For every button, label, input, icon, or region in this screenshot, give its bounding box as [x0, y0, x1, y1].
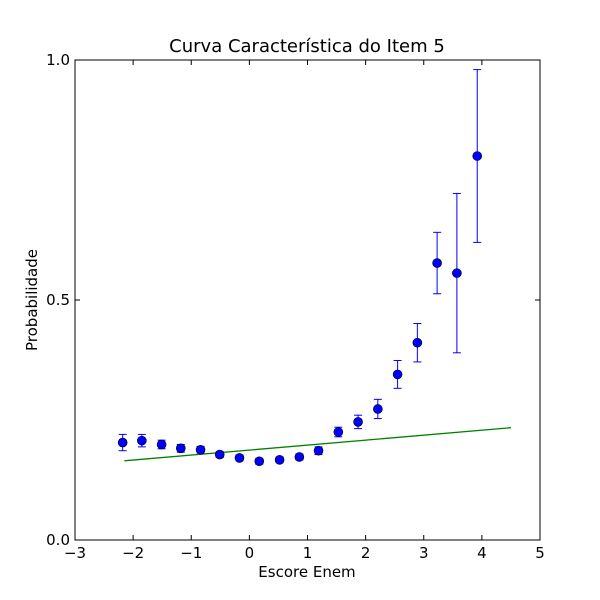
axis-ticks: −3 −2 −1 0 1 2 3 4 5 0.0 0.5 1.0: [46, 51, 545, 562]
data-point-12: [353, 417, 363, 427]
axes-frame: [74, 59, 541, 541]
y-tick-label: 0.5: [46, 291, 70, 309]
data-point-16: [432, 258, 442, 268]
plot-area: [117, 69, 511, 467]
data-point-15: [412, 337, 423, 348]
x-tick-label: 1: [303, 544, 313, 562]
data-point-14: [392, 369, 403, 380]
data-point-11: [333, 427, 344, 437]
data-point-2: [156, 439, 167, 450]
data-point-4: [195, 444, 206, 455]
data-point-3: [175, 443, 186, 454]
x-tick-label: −3: [64, 544, 86, 562]
data-point-7: [254, 456, 265, 467]
x-tick-label: 4: [477, 544, 487, 562]
y-axis-label: Probabilidade: [23, 249, 41, 351]
data-point-13: [373, 404, 383, 414]
x-tick-label: −1: [180, 544, 202, 562]
data-point-6: [234, 453, 245, 463]
y-tick-label: 1.0: [46, 51, 70, 69]
x-tick-label: 0: [245, 544, 255, 562]
y-tick-label: 0.0: [46, 531, 70, 549]
data-point-17: [452, 268, 462, 278]
data-point-8: [274, 455, 285, 465]
x-tick-label: 2: [361, 544, 371, 562]
data-point-18: [472, 151, 483, 161]
fit-curve-line: [124, 427, 511, 462]
data-point-1: [137, 435, 147, 446]
data-point-10: [313, 445, 324, 456]
data-point-5: [214, 449, 225, 460]
chart-title: Curva Característica do Item 5: [169, 36, 445, 57]
x-tick-label: −2: [122, 544, 144, 562]
data-point-9: [294, 452, 305, 462]
x-tick-label: 5: [535, 544, 545, 562]
x-axis-label: Escore Enem: [258, 563, 355, 581]
data-point-0: [117, 437, 128, 448]
x-tick-label: 3: [419, 544, 429, 562]
